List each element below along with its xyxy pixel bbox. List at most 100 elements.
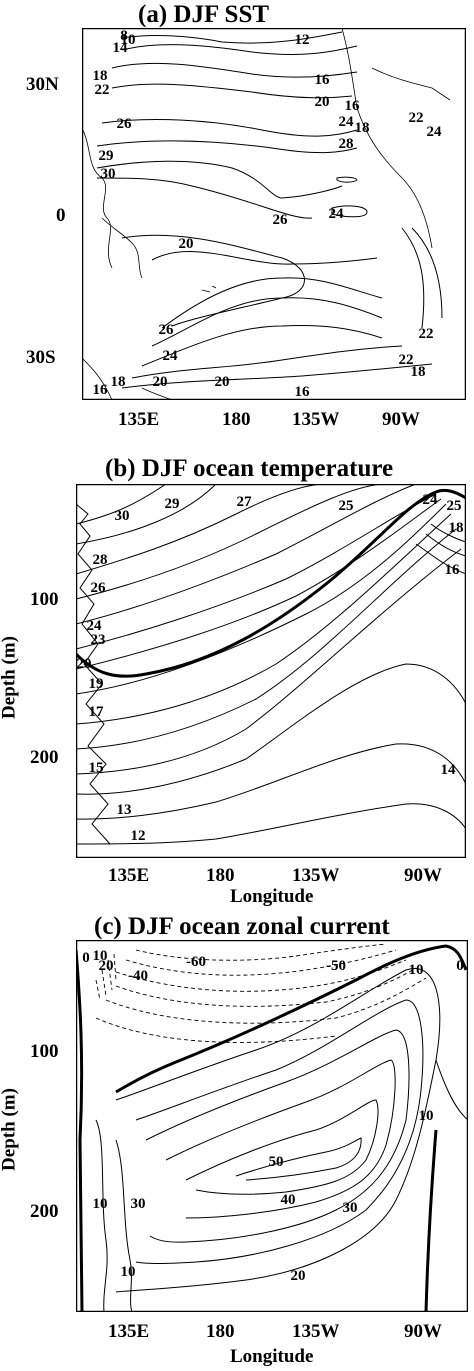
contour-label: 29 [99,148,114,164]
contour-label: 25 [339,498,354,514]
contour-label: 10 [121,32,136,48]
contour-label: 23 [91,632,106,648]
contour-label: 40 [281,1192,296,1208]
current-contour-labels: -60 -50 -40 20 10 10 10 30 50 40 30 20 1… [82,948,464,1284]
sst-coastlines [82,28,451,400]
contour-label: 10 [121,1264,136,1280]
contour-label: 29 [165,496,180,512]
contour-label: 20 [215,374,230,390]
x-tick: 135E [108,865,150,886]
contour-label: 24 [423,492,439,508]
panel-a-plot: 8 10 12 14 16 18 20 22 24 26 28 29 30 22… [82,28,466,400]
contour-label: 17 [89,704,105,720]
contour-label: 10 [409,962,424,978]
panel-c-y-axis-label: Depth (m) [0,1088,20,1171]
panel-c-x-axis-label: Longitude [230,1346,314,1367]
contour-label: 24 [427,124,443,140]
y-tick: 0 [56,205,66,226]
x-tick: 135E [118,409,160,430]
panel-b-temperature: (b) DJF ocean temperature 30 29 [0,450,474,912]
contour-label: 26 [117,116,133,132]
contour-label: 18 [411,364,426,380]
x-tick: 135E [108,1321,150,1342]
x-tick: 135W [292,1321,340,1342]
contour-label: 16 [93,382,109,398]
contour-label: 20 [153,374,168,390]
contour-label: 15 [89,760,104,776]
contour-label: 30 [115,508,130,524]
contour-label: 12 [295,32,310,48]
contour-label: 22 [419,326,434,342]
panel-c-frame [76,940,468,1312]
contour-label: 30 [343,1200,358,1216]
contour-label: 14 [113,40,129,56]
contour-label: 13 [117,802,132,818]
contour-label: 20 [315,94,330,110]
contour-label: 18 [449,520,464,536]
contour-label: 26 [159,322,175,338]
panel-b-plot: 30 29 27 25 24 25 28 26 24 23 20 19 17 1… [76,484,466,858]
contour-label: -60 [186,954,206,970]
y-tick: 100 [30,589,59,610]
contour-label: 25 [447,498,462,514]
contour-label: 26 [91,580,107,596]
x-tick: 135W [292,409,340,430]
contour-label: 20 [77,656,92,672]
contour-label: 30 [131,1196,146,1212]
contour-label: 20 [99,958,114,974]
contour-label: 19 [89,676,104,692]
temperature-contour-lines [76,484,466,845]
panel-b-x-axis-label: Longitude [230,886,314,907]
contour-label: 18 [111,374,126,390]
contour-label: 16 [295,384,311,400]
sst-contour-lines [96,31,443,389]
contour-label: 22 [409,110,424,126]
contour-label: 20 [291,1268,306,1284]
contour-label: 24 [329,206,345,222]
x-tick: 90W [404,865,442,886]
contour-label: 27 [237,494,253,510]
thermocline-20c-contour [76,488,466,678]
contour-label: 12 [131,828,146,844]
temperature-contour-labels: 30 29 27 25 24 25 28 26 24 23 20 19 17 1… [77,492,464,844]
contour-label: 16 [315,72,331,88]
panel-c-title: (c) DJF ocean zonal current [94,913,390,940]
panel-b-y-axis-label: Depth (m) [0,636,20,719]
contour-label: 14 [441,762,457,778]
x-tick: 90W [404,1321,442,1342]
contour-label: 26 [273,212,289,228]
x-tick: 135W [292,865,340,886]
contour-label: 16 [345,98,361,114]
current-negative-contours [95,943,427,1043]
panel-c-plot: -60 -50 -40 20 10 10 10 30 50 40 30 20 1… [76,940,468,1312]
contour-label: 24 [87,618,103,634]
panel-c-zonal-current: (c) DJF ocean zonal current -60 -50 [0,912,474,1371]
contour-label: 18 [93,68,108,84]
contour-label: 18 [355,120,370,136]
contour-label: 16 [445,562,461,578]
y-tick: 200 [30,1201,59,1222]
contour-label: 24 [163,348,179,364]
contour-label: 22 [399,352,414,368]
contour-label: 24 [339,114,355,130]
x-tick: 180 [222,409,251,430]
y-tick: 30S [26,347,56,368]
current-positive-contours [95,968,468,1312]
panel-a-title: (a) DJF SST [138,1,270,28]
x-tick: 180 [206,865,235,886]
panel-a-sst: (a) DJF SST [0,0,474,450]
contour-label: 22 [95,82,110,98]
x-tick: 90W [382,409,420,430]
contour-label: 28 [93,552,108,568]
sst-contour-labels: 8 10 12 14 16 18 20 22 24 26 28 29 30 22… [93,28,443,400]
y-tick: 100 [30,1041,59,1062]
contour-label: -40 [128,968,148,984]
contour-label: 10 [419,1108,434,1124]
contour-label: 50 [269,1154,284,1170]
contour-label: 20 [179,236,194,252]
panel-b-frame [76,484,466,858]
contour-label: 10 [93,1196,108,1212]
contour-label: 30 [101,166,116,182]
contour-label: 0 [456,958,464,974]
contour-label: 28 [339,136,354,152]
